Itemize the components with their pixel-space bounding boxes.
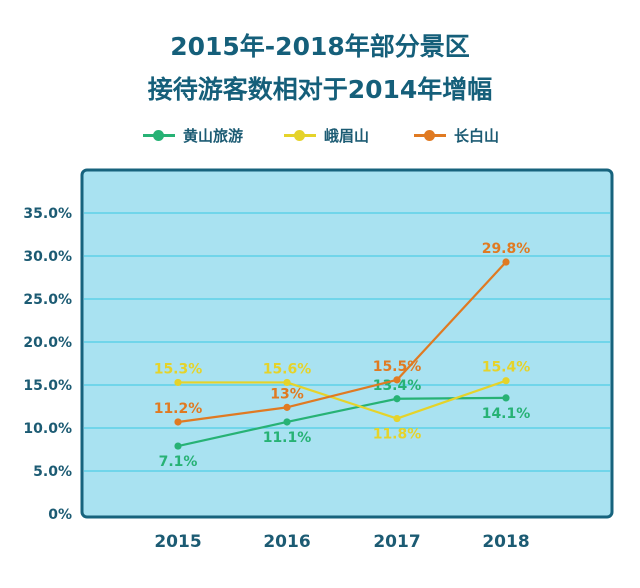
y-tick-label: 30.0% bbox=[23, 249, 72, 265]
data-point bbox=[174, 418, 182, 426]
y-tick-label: 15.0% bbox=[23, 378, 72, 394]
data-point bbox=[174, 442, 182, 450]
data-point bbox=[174, 378, 182, 387]
legend-item-emeishan: 峨眉山 bbox=[284, 122, 369, 148]
y-tick-label: 20.0% bbox=[23, 335, 72, 351]
chart-title-line2: 接待游客数相对于2014年增幅 bbox=[147, 75, 493, 104]
legend-item-huangshan: 黄山旅游 bbox=[143, 122, 243, 148]
legend-swatch-changbaishan bbox=[414, 129, 446, 141]
data-label: 7.1% bbox=[159, 454, 198, 470]
data-point bbox=[502, 394, 510, 402]
series-line bbox=[177, 396, 507, 448]
data-label: 29.8% bbox=[482, 241, 531, 257]
data-label: 15.5% bbox=[373, 359, 422, 375]
legend-swatch-emeishan bbox=[284, 129, 316, 141]
series-line bbox=[177, 261, 507, 424]
data-point bbox=[393, 376, 401, 384]
chart-title-line1: 2015年-2018年部分景区 bbox=[170, 32, 470, 61]
x-tick-label: 2018 bbox=[482, 532, 529, 552]
data-label: 11.8% bbox=[373, 427, 422, 443]
y-tick-label: 25.0% bbox=[23, 292, 72, 308]
data-label: 15.3% bbox=[154, 361, 203, 377]
data-label: 15.6% bbox=[263, 361, 312, 377]
legend-swatch-huangshan bbox=[143, 129, 175, 141]
y-tick-label: 5.0% bbox=[33, 464, 72, 480]
data-label: 15.4% bbox=[482, 360, 531, 376]
x-tick-label: 2016 bbox=[263, 532, 310, 552]
data-label: 13% bbox=[270, 386, 304, 402]
legend-label-changbaishan: 长白山 bbox=[454, 126, 500, 145]
data-point bbox=[393, 414, 401, 423]
data-point bbox=[283, 403, 291, 411]
y-tick-label: 10.0% bbox=[23, 421, 72, 437]
legend-label-huangshan: 黄山旅游 bbox=[183, 126, 244, 145]
data-point bbox=[502, 377, 510, 385]
y-tick-label: 35.0% bbox=[23, 206, 72, 222]
y-tick-label: 0% bbox=[48, 507, 72, 523]
data-point bbox=[283, 418, 291, 426]
legend-label-emeishan: 峨眉山 bbox=[324, 126, 370, 145]
data-label: 11.2% bbox=[154, 401, 203, 417]
plot-area bbox=[80, 168, 614, 519]
x-tick-label: 2017 bbox=[373, 532, 420, 552]
data-label: 11.1% bbox=[263, 430, 312, 446]
series-line bbox=[178, 379, 507, 420]
data-point bbox=[393, 395, 401, 403]
data-point bbox=[502, 258, 510, 266]
data-label: 14.1% bbox=[482, 406, 531, 422]
x-tick-label: 2015 bbox=[154, 532, 201, 552]
legend-item-changbaishan: 长白山 bbox=[414, 122, 499, 148]
legend: 黄山旅游 峨眉山 长白山 bbox=[0, 122, 640, 148]
data-point bbox=[283, 378, 291, 387]
